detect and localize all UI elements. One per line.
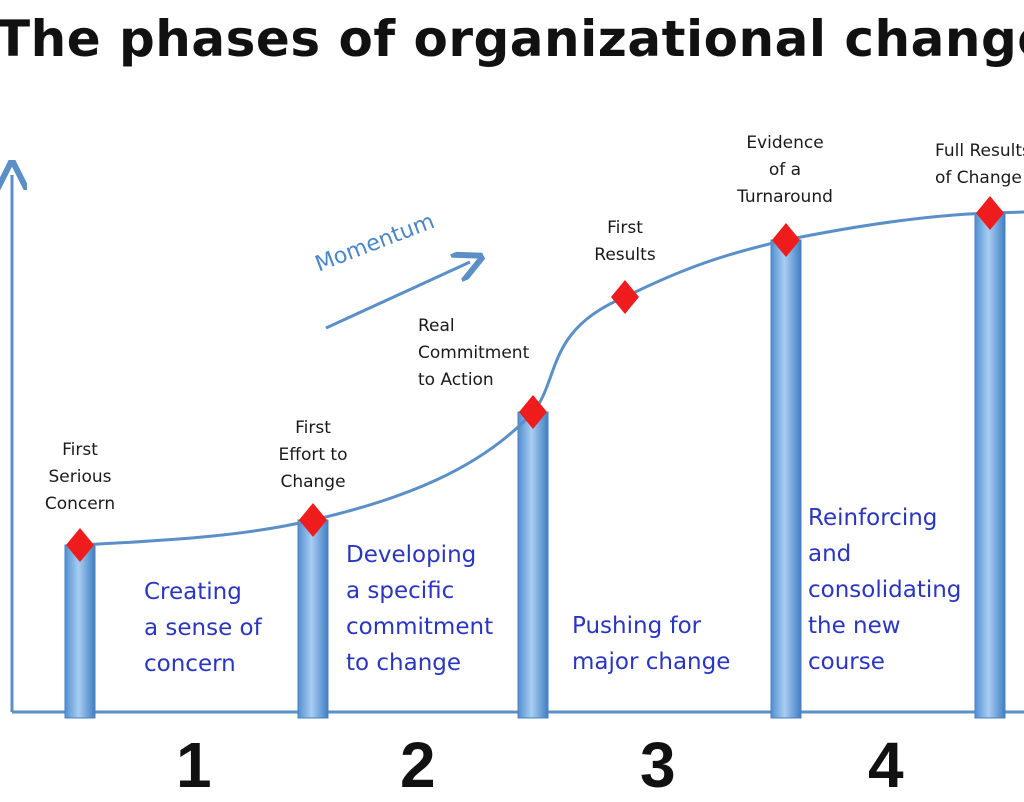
milestone-diamond: [299, 503, 327, 537]
milestone-diamond: [519, 395, 547, 429]
phase-number-2: 2: [400, 729, 436, 801]
page-title: The phases of organizational change: [0, 10, 1024, 68]
milestone-label: First Results: [594, 218, 656, 265]
milestone-diamond: [66, 528, 94, 562]
milestone-label: Full Results of Change: [935, 141, 1024, 188]
milestone-bar: [64, 544, 96, 719]
phase-number-4: 4: [868, 729, 904, 801]
phase-4-text: Reinforcing and consolidating the new course: [808, 505, 962, 675]
progress-curve: [79, 210, 1024, 547]
momentum-arrow: [325, 262, 470, 330]
change-diagram: [0, 0, 1024, 719]
milestone-label: Evidence of a Turnaround: [737, 133, 833, 207]
milestone-diamond: [772, 223, 800, 257]
milestone-label: First Effort to Change: [278, 418, 348, 492]
milestone-label: First Serious Concern: [44, 440, 116, 514]
phase-number-1: 1: [176, 729, 212, 801]
milestone-diamond: [611, 280, 639, 314]
phase-2-text: Developing a specific commitment to change: [346, 542, 494, 676]
phase-1-text: Creating a sense of concern: [144, 579, 262, 677]
milestone-bar: [517, 411, 549, 719]
phase-number-3: 3: [640, 729, 676, 801]
milestone-bar: [770, 239, 802, 719]
milestone-label: Real Commitment to Action: [418, 316, 530, 390]
phase-3-text: Pushing for major change: [572, 613, 731, 675]
milestone-bar: [297, 519, 329, 719]
milestone-diamond: [976, 196, 1004, 230]
milestone-bar: [974, 212, 1006, 719]
